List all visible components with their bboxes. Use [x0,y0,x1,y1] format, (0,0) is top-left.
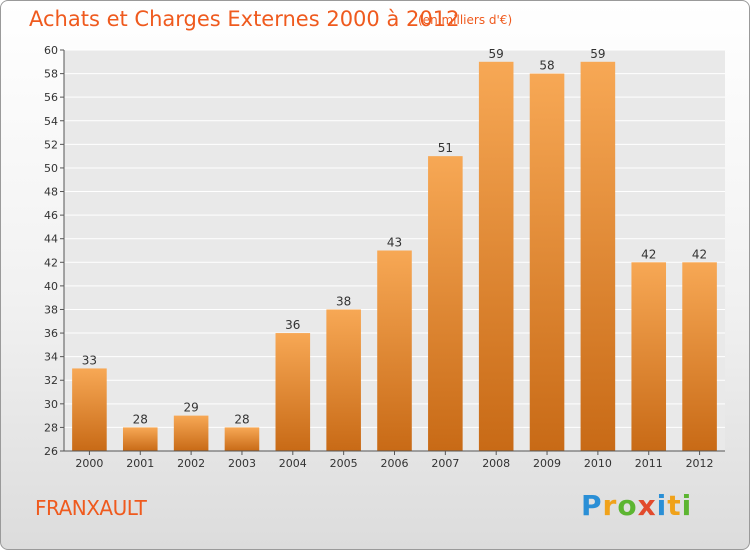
y-tick-label: 28 [44,421,58,434]
data-label: 58 [539,59,554,73]
logo-letter: r [602,489,618,522]
proxiti-logo[interactable]: Proxiti [581,489,692,522]
x-tick-label: 2002 [177,457,205,470]
bars: 33 28 29 28 36 38 43 51 59 58 59 42 42 [72,47,717,452]
logo-letter: i [656,489,668,522]
x-tick-label: 2007 [431,457,459,470]
data-label: 43 [387,236,402,250]
logo-letter: i [681,489,693,522]
y-tick-label: 26 [44,445,58,458]
y-tick-label: 56 [44,91,58,104]
y-tick-label: 60 [44,44,58,57]
bar-2002 [173,415,209,451]
x-tick-label: 2010 [584,457,612,470]
bar-2006 [377,250,412,451]
data-label: 33 [82,353,97,367]
x-tick-label: 2011 [635,457,663,470]
axes: 26 28 30 32 34 36 38 40 42 44 46 48 50 52 54 56 58 60 2000… [44,44,725,470]
y-tick-label: 52 [44,138,58,151]
bar-2009 [529,73,565,452]
bar-2003 [224,427,260,451]
data-label: 51 [438,141,453,155]
x-tick-label: 2009 [533,457,561,470]
bar-2010 [580,61,616,451]
y-tick-label: 36 [44,327,58,340]
y-tick-label: 42 [44,256,58,269]
y-tick-label: 32 [44,374,58,387]
x-tick-label: 2006 [381,457,409,470]
data-label: 42 [641,247,656,261]
y-tick-label: 50 [44,162,58,175]
chart-subtitle: (en milliers d'€) [418,13,513,27]
data-label: 59 [590,47,605,61]
logo-letter: o [617,489,638,522]
y-tick-label: 48 [44,186,58,199]
x-tick-label: 2008 [482,457,510,470]
y-tick-label: 30 [44,398,58,411]
place-name: FRANXAULT [35,496,147,520]
x-tick-label: 2012 [686,457,714,470]
x-tick-label: 2005 [330,457,358,470]
data-label: 28 [234,412,249,426]
bar-2007 [428,156,463,451]
y-tick-label: 34 [44,351,58,364]
y-tick-label: 38 [44,303,58,316]
logo-letter: P [581,489,603,522]
data-label: 59 [489,47,504,61]
x-tick-label: 2000 [75,457,103,470]
data-label: 29 [183,401,198,415]
data-label: 28 [133,412,148,426]
y-tick-label: 58 [44,68,58,81]
bar-2001 [122,427,158,451]
data-label: 38 [336,294,351,308]
y-tick-label: 40 [44,280,58,293]
x-tick-label: 2003 [228,457,256,470]
bar-2004 [275,333,311,451]
bar-2005 [326,309,361,451]
data-label: 36 [285,318,300,332]
bar-2012 [682,262,717,451]
bar-2000 [72,368,107,451]
x-tick-label: 2004 [279,457,307,470]
y-tick-label: 54 [44,115,58,128]
logo-letter: t [667,489,682,522]
y-tick-label: 44 [44,233,58,246]
bar-2011 [631,262,667,451]
chart-title: Achats et Charges Externes 2000 à 2012 [29,7,460,31]
logo-letter: x [637,489,657,522]
bar-2008 [478,61,514,451]
x-tick-label: 2001 [126,457,154,470]
y-tick-label: 46 [44,209,58,222]
data-label: 42 [692,247,707,261]
